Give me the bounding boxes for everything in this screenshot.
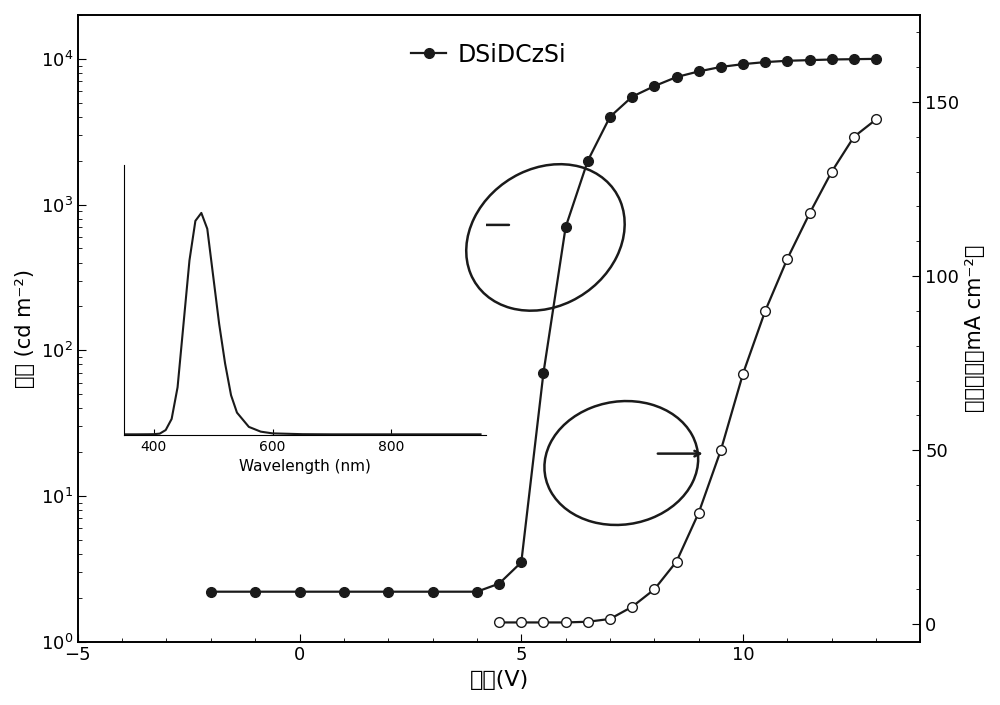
Legend: DSiDCzSi: DSiDCzSi <box>401 33 576 76</box>
Y-axis label: 电流密度（mA cm⁻²）: 电流密度（mA cm⁻²） <box>965 245 985 412</box>
X-axis label: 电压(V): 电压(V) <box>469 670 529 690</box>
Y-axis label: 亮度 (cd m⁻²): 亮度 (cd m⁻²) <box>15 269 35 388</box>
